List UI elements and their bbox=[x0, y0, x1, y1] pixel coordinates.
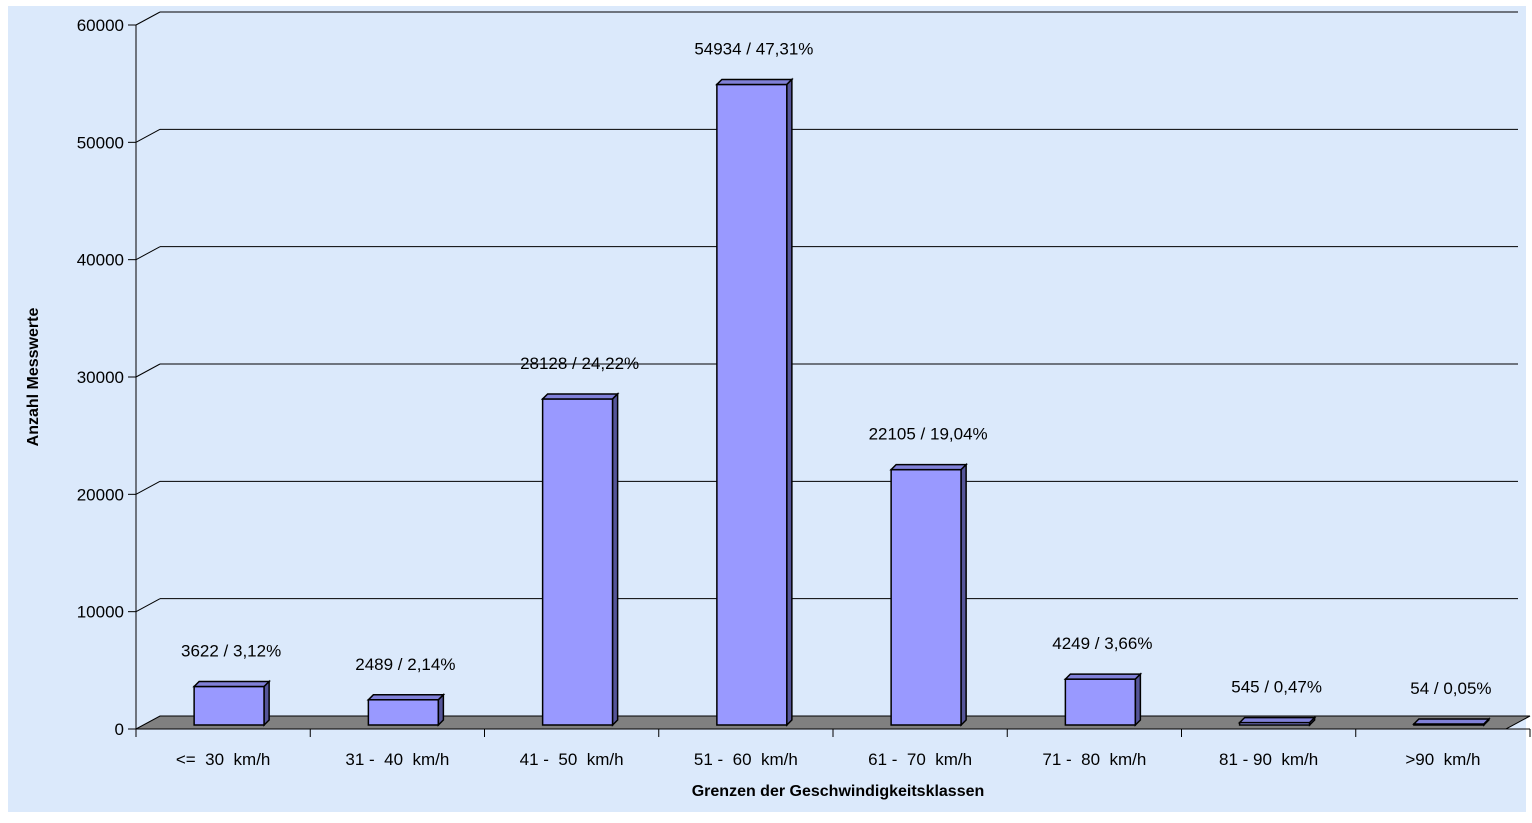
y-tick-label: 10000 bbox=[77, 603, 124, 622]
gridline-connector bbox=[135, 598, 161, 613]
bar-front bbox=[367, 699, 440, 726]
x-category-label: 81 - 90 km/h bbox=[1219, 750, 1318, 769]
y-tick-label: 40000 bbox=[77, 251, 124, 270]
x-axis-title: Grenzen der Geschwindigkeitsklassen bbox=[692, 783, 985, 800]
chart-floor bbox=[135, 715, 1531, 730]
bar-data-label: 54 / 0,05% bbox=[1410, 679, 1491, 698]
bar-top bbox=[1063, 673, 1143, 680]
bar-data-label: 545 / 0,47% bbox=[1231, 678, 1322, 697]
y-tick-label: 30000 bbox=[77, 368, 124, 387]
x-category-label: >90 km/h bbox=[1405, 750, 1480, 769]
y-tick-label: 50000 bbox=[77, 133, 124, 152]
bar-side bbox=[786, 77, 793, 727]
x-category-label: <= 30 km/h bbox=[176, 750, 271, 769]
bar-side bbox=[1483, 717, 1490, 727]
x-category-label: 61 - 70 km/h bbox=[868, 750, 972, 769]
x-category-label: 31 - 40 km/h bbox=[345, 750, 449, 769]
bar-front bbox=[890, 468, 962, 726]
bar-front bbox=[541, 398, 614, 726]
bar bbox=[715, 77, 794, 727]
bar-top bbox=[540, 393, 620, 400]
y-axis-title: Anzahl Messwerte bbox=[25, 308, 42, 447]
bar-data-label: 22105 / 19,04% bbox=[869, 425, 988, 444]
bar bbox=[1063, 672, 1143, 727]
bar-front bbox=[1064, 678, 1137, 726]
bar-side bbox=[263, 679, 270, 727]
bar-top bbox=[1237, 716, 1317, 724]
x-category-label: 51 - 60 km/h bbox=[694, 750, 798, 769]
bar-data-label: 28128 / 24,22% bbox=[520, 354, 639, 373]
gridline-connector bbox=[135, 363, 161, 378]
bar bbox=[366, 692, 446, 727]
bar-side bbox=[437, 692, 445, 727]
bar bbox=[540, 392, 620, 727]
bar-side bbox=[960, 462, 967, 727]
bars-layer bbox=[192, 77, 1491, 727]
bar-data-label: 2489 / 2,14% bbox=[355, 655, 455, 674]
bar-top bbox=[366, 694, 446, 701]
bar-data-label: 4249 / 3,66% bbox=[1052, 634, 1152, 653]
y-tick-label: 60000 bbox=[77, 16, 124, 35]
bar-top bbox=[889, 463, 968, 471]
bar-side bbox=[611, 392, 619, 727]
y-tick-label: 20000 bbox=[77, 485, 124, 504]
bar-top bbox=[192, 680, 271, 688]
bar-front bbox=[193, 685, 265, 726]
bar-data-label: 54934 / 47,31% bbox=[694, 39, 813, 58]
bar bbox=[192, 679, 271, 727]
bar bbox=[1412, 717, 1491, 727]
x-category-label: 71 - 80 km/h bbox=[1042, 750, 1146, 769]
labels-layer: 0 10000 20000 30000 40000 50000 60000 3622 / 3,… bbox=[77, 16, 1492, 769]
bar-side bbox=[1308, 715, 1316, 727]
y-tick-label: 0 bbox=[115, 720, 124, 739]
x-category-label: 41 - 50 km/h bbox=[520, 750, 624, 769]
floor-layer bbox=[135, 715, 1531, 730]
gridline-connector bbox=[135, 11, 161, 26]
bar bbox=[1237, 715, 1317, 727]
bar-data-label: 3622 / 3,12% bbox=[181, 642, 281, 661]
grid-layer bbox=[135, 11, 1518, 613]
gridline-connector bbox=[135, 128, 161, 143]
gridline-connector bbox=[135, 246, 161, 261]
bar-side bbox=[1134, 672, 1142, 727]
bar-top bbox=[1412, 718, 1491, 725]
axis-layer bbox=[128, 24, 1531, 737]
bar-front bbox=[716, 83, 788, 726]
bar-top bbox=[715, 78, 794, 86]
gridline-connector bbox=[135, 480, 161, 495]
bar bbox=[889, 462, 968, 727]
